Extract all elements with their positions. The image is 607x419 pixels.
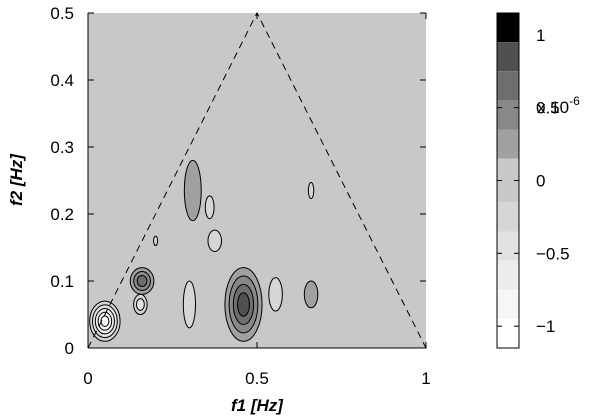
- contour-level: [135, 298, 145, 311]
- y-tick-label: 0.4: [50, 71, 74, 90]
- colorbar-level: [497, 158, 519, 203]
- colorbar-tick-label: −1: [536, 317, 555, 336]
- contour-peak-main: [224, 267, 263, 342]
- colorbar-tick-label: 0.5: [536, 99, 560, 118]
- contour-trough-right-dot: [307, 182, 315, 200]
- contour-trough-dot-upper: [153, 235, 159, 246]
- y-tick-label: 0.1: [50, 272, 74, 291]
- x-tick-label: 0: [83, 369, 92, 388]
- colorbar: [497, 13, 519, 348]
- colorbar-tick-label: −0.5: [536, 244, 570, 263]
- colorbar-level: [497, 231, 519, 261]
- x-axis-ticks: 0 0.5 1: [83, 13, 431, 388]
- contour-trough-left: [133, 293, 148, 316]
- y-tick-label: 0.3: [50, 138, 74, 157]
- colorbar-multiplier: x 10-6: [537, 94, 580, 117]
- contour-level: [183, 159, 202, 222]
- colorbar-tick-label: 1: [536, 26, 545, 45]
- contour-layer: [89, 159, 319, 342]
- contour-level: [136, 274, 148, 288]
- colorbar-level: [497, 318, 519, 348]
- colorbar-multiplier-exponent: -6: [569, 94, 580, 108]
- contour-trough-upper: [204, 195, 215, 220]
- colorbar-level: [497, 100, 519, 130]
- contour-level: [307, 182, 315, 200]
- colorbar-level: [497, 42, 519, 72]
- colorbar-level: [497, 289, 519, 319]
- contour-level: [153, 235, 159, 246]
- contour-level: [182, 280, 196, 329]
- contour-level: [303, 280, 319, 309]
- colorbar-level: [497, 260, 519, 290]
- contour-trough-origin: [89, 300, 121, 342]
- x-axis-label: f1 [Hz]: [231, 396, 284, 415]
- contour-trough-right: [268, 277, 283, 312]
- colorbar-level: [497, 129, 519, 159]
- colorbar-tick-label: 0: [536, 172, 545, 191]
- colorbar-multiplier-base: x 10: [537, 98, 569, 117]
- contour-peak-upper: [183, 159, 202, 222]
- contour-level: [207, 229, 223, 253]
- x-tick-label: 0.5: [245, 369, 269, 388]
- contour-trough-mid: [182, 280, 196, 329]
- contour-peak-left: [129, 267, 155, 295]
- y-tick-label: 0.5: [50, 4, 74, 23]
- contour-peak-small-right: [303, 280, 319, 309]
- contour-level: [268, 277, 283, 312]
- y-tick-label: 0.2: [50, 205, 74, 224]
- colorbar-level: [497, 13, 519, 43]
- contour-level: [100, 315, 110, 327]
- colorbar-level: [497, 71, 519, 101]
- y-axis-label: f2 [Hz]: [7, 153, 26, 206]
- x-tick-label: 1: [421, 369, 430, 388]
- colorbar-ticks: 1 0.5 0 −0.5 −1: [497, 26, 570, 336]
- y-tick-label: 0: [65, 339, 74, 358]
- colorbar-level: [497, 202, 519, 232]
- contour-trough-small: [207, 229, 223, 253]
- contour-level: [237, 292, 250, 317]
- contour-level: [204, 195, 215, 220]
- y-axis-ticks: 0 0.1 0.2 0.3 0.4 0.5: [50, 4, 426, 358]
